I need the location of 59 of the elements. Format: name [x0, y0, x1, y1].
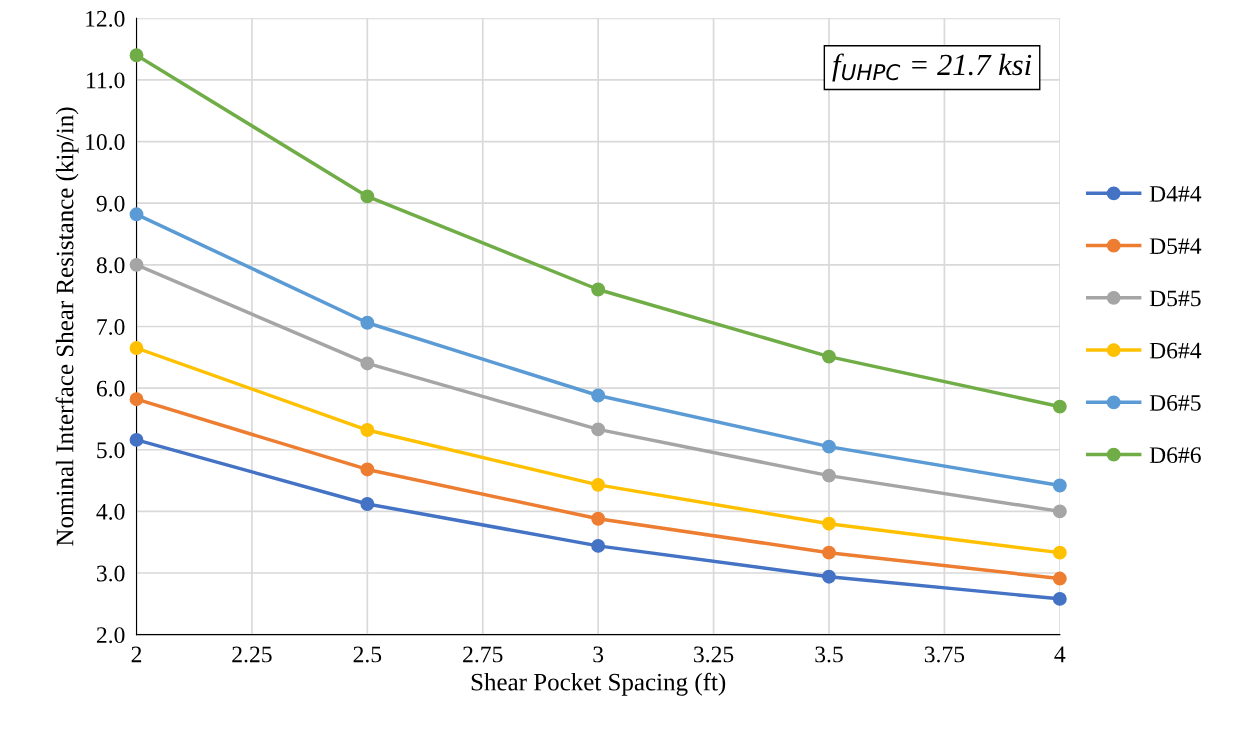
point — [1052, 545, 1067, 560]
y-tick-label: 7.0 — [97, 318, 125, 335]
point — [822, 439, 836, 454]
legend-label: D4#4 — [1149, 186, 1202, 202]
x-tick-label: 4 — [1054, 646, 1066, 663]
point — [1052, 478, 1067, 493]
point — [1052, 504, 1067, 519]
legend-label: D5#4 — [1149, 238, 1202, 255]
y-tick-label: 10.0 — [86, 134, 125, 151]
point — [822, 516, 836, 531]
point — [360, 462, 375, 477]
point — [129, 257, 144, 272]
y-tick-label: 3.0 — [97, 565, 125, 582]
point — [129, 341, 144, 355]
y-tick-label: 4.0 — [96, 503, 125, 520]
x-tick-label: 3.25 — [694, 646, 734, 663]
point — [360, 189, 375, 204]
point — [129, 48, 144, 63]
legend-label: D6#4 — [1149, 342, 1202, 359]
point — [360, 423, 375, 437]
point — [591, 511, 606, 526]
point — [1052, 591, 1067, 606]
point — [591, 422, 606, 437]
x-axis-title: Shear Pocket Spacing (ft) — [471, 672, 726, 696]
y-axis-title: Nominal Interface Shear Resistance (kip/in) — [55, 107, 79, 546]
point — [129, 432, 144, 447]
x-tick-label: 2.75 — [463, 646, 503, 663]
point — [1052, 399, 1067, 414]
x-tick-label: 3.75 — [924, 646, 965, 663]
x-tick-label: 2 — [131, 646, 142, 663]
x-tick-label: 2.5 — [353, 646, 382, 663]
x-tick-label: 3 — [593, 646, 604, 663]
point — [1052, 571, 1067, 586]
point — [129, 392, 144, 407]
point — [591, 477, 606, 492]
x-tick-label: 3.5 — [815, 646, 843, 663]
point — [822, 468, 836, 483]
point — [822, 545, 836, 560]
y-tick-label: 6.0 — [96, 380, 125, 397]
x-tick-label: 2.25 — [232, 646, 272, 663]
y-tick-label: 2.0 — [96, 627, 125, 644]
legend-label: D6#5 — [1149, 394, 1201, 411]
y-tick-label: 11.0 — [87, 72, 125, 89]
y-tick-label: 8.0 — [96, 257, 125, 274]
point — [360, 497, 375, 511]
y-tick-label: 12.0 — [86, 10, 125, 27]
point — [360, 315, 375, 330]
y-tick-label: 9.0 — [96, 195, 125, 212]
legend-label: D5#5 — [1149, 290, 1201, 307]
point — [591, 388, 606, 403]
y-tick-label: 5.0 — [97, 442, 125, 459]
legend-label: D6#6 — [1149, 447, 1201, 464]
annotation: f$_{UHPC}$ = 21.7 ksi — [832, 53, 1032, 82]
point — [129, 207, 144, 222]
point — [360, 356, 375, 371]
point — [591, 282, 606, 297]
point — [591, 538, 606, 553]
point — [822, 569, 836, 584]
point — [822, 349, 836, 364]
